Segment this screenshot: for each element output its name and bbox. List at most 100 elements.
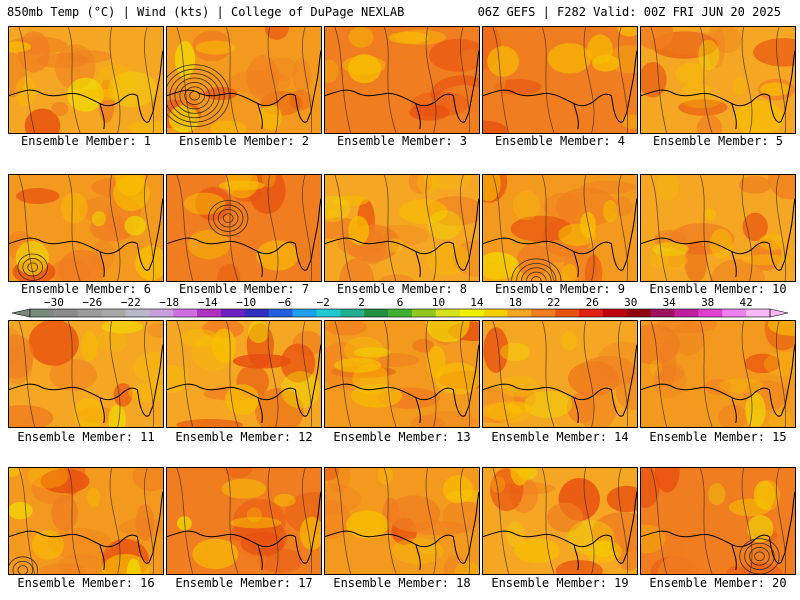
coastline xyxy=(483,491,637,564)
colorbar-bin xyxy=(244,309,270,317)
wind-isotach-contour xyxy=(460,175,471,281)
cool-temperature-area xyxy=(299,516,321,550)
cyclone-contour xyxy=(9,556,39,574)
ensemble-member-label: Ensemble Member: 9 xyxy=(494,282,626,296)
wind-isotach-contour xyxy=(425,175,437,281)
warm-temperature-area xyxy=(458,49,479,73)
colorbar-tick-label: −30 xyxy=(44,296,64,309)
colorbar-bin xyxy=(364,309,389,317)
wind-isotach-contour xyxy=(225,468,239,574)
warm-temperature-area xyxy=(232,353,291,369)
cool-temperature-area xyxy=(417,175,440,195)
cool-temperature-area xyxy=(91,211,106,227)
cyclone-contour xyxy=(167,64,230,128)
cool-temperature-area xyxy=(483,261,523,281)
coastline xyxy=(731,103,737,130)
warm-temperature-area xyxy=(240,531,284,556)
warm-temperature-area xyxy=(147,322,163,338)
temperature-map xyxy=(483,321,637,427)
cool-temperature-area xyxy=(512,190,540,221)
wind-isotach-contour xyxy=(302,468,313,574)
temperature-map xyxy=(9,27,163,133)
wind-isotach-contour xyxy=(176,321,194,427)
wind-isotach-contour xyxy=(67,27,81,133)
wind-isotach-contour xyxy=(267,175,279,281)
wind-isotach-contour xyxy=(225,27,239,133)
warm-temperature-area xyxy=(671,321,706,356)
coastline xyxy=(257,397,263,424)
cool-temperature-area xyxy=(256,240,299,271)
cyclone-contour xyxy=(17,565,29,574)
cool-temperature-area xyxy=(621,114,637,130)
warm-temperature-area xyxy=(704,378,732,396)
ensemble-member-panel xyxy=(482,174,638,282)
wind-isotach-contour xyxy=(541,468,555,574)
wind-isotach-contour xyxy=(425,468,437,574)
temperature-map xyxy=(325,321,479,427)
warm-temperature-area xyxy=(325,500,351,539)
ensemble-member-label: Ensemble Member: 8 xyxy=(336,282,468,296)
temperature-map xyxy=(325,468,479,574)
wind-isotach-contour xyxy=(618,468,629,574)
cool-temperature-area xyxy=(174,41,196,79)
cool-temperature-area xyxy=(133,351,163,384)
cool-temperature-area xyxy=(656,175,680,201)
cool-temperature-area xyxy=(758,233,787,251)
ensemble-member-panel xyxy=(324,174,480,282)
temperature-map xyxy=(483,468,637,574)
ensemble-member-panel xyxy=(482,26,638,134)
cyclone-contour xyxy=(27,262,39,273)
cool-temperature-area xyxy=(399,198,448,225)
warm-temperature-area xyxy=(224,468,253,479)
wind-isotach-contour xyxy=(699,27,713,133)
cool-temperature-area xyxy=(561,331,578,351)
cool-temperature-area xyxy=(427,210,463,240)
wind-isotach-contour xyxy=(460,321,471,427)
cyclone-contour xyxy=(754,551,765,562)
cool-temperature-area xyxy=(167,364,189,394)
ensemble-member-panel xyxy=(166,320,322,428)
warm-temperature-area xyxy=(9,327,21,365)
wind-isotach-contour xyxy=(267,321,279,427)
colorbar-tick-label: 6 xyxy=(397,296,404,309)
wind-isotach-contour xyxy=(460,27,471,133)
cool-temperature-area xyxy=(698,39,720,71)
temperature-map xyxy=(641,175,795,281)
warm-temperature-area xyxy=(227,70,291,94)
coastline xyxy=(731,544,737,571)
warm-temperature-area xyxy=(513,387,536,410)
cyclone-contour xyxy=(208,200,249,237)
wind-isotach-contour xyxy=(302,321,313,427)
wind-isotach-contour xyxy=(383,321,397,427)
coastline xyxy=(641,344,795,417)
ensemble-member-panel xyxy=(324,320,480,428)
wind-isotach-contour xyxy=(583,468,595,574)
coastline xyxy=(641,198,795,271)
colorbar-bin xyxy=(459,309,484,317)
cool-temperature-area xyxy=(733,76,747,96)
ensemble-member-label: Ensemble Member: 7 xyxy=(178,282,310,296)
wind-isotach-contour xyxy=(144,175,155,281)
coastline xyxy=(573,103,579,130)
wind-isotach-contour xyxy=(650,321,668,427)
cool-temperature-area xyxy=(728,498,772,517)
wind-isotach-contour xyxy=(741,175,753,281)
cool-temperature-area xyxy=(73,398,105,427)
ensemble-member-panel xyxy=(482,320,638,428)
colorbar-tick-label: 2 xyxy=(358,296,365,309)
cool-temperature-area xyxy=(763,351,795,377)
colorbar-tick-label: 38 xyxy=(701,296,714,309)
warm-temperature-area xyxy=(684,241,708,281)
warm-temperature-area xyxy=(641,324,680,365)
cyclone-contour xyxy=(530,276,542,281)
wind-isotach-contour xyxy=(267,27,279,133)
colorbar-bin xyxy=(340,309,365,317)
coastline xyxy=(325,50,479,123)
warm-temperature-area xyxy=(654,468,680,493)
warm-temperature-area xyxy=(657,553,716,574)
warm-temperature-area xyxy=(39,563,87,574)
coastline xyxy=(415,397,421,424)
warm-temperature-area xyxy=(176,419,244,427)
warm-temperature-area xyxy=(443,554,467,574)
cool-temperature-area xyxy=(230,516,282,529)
